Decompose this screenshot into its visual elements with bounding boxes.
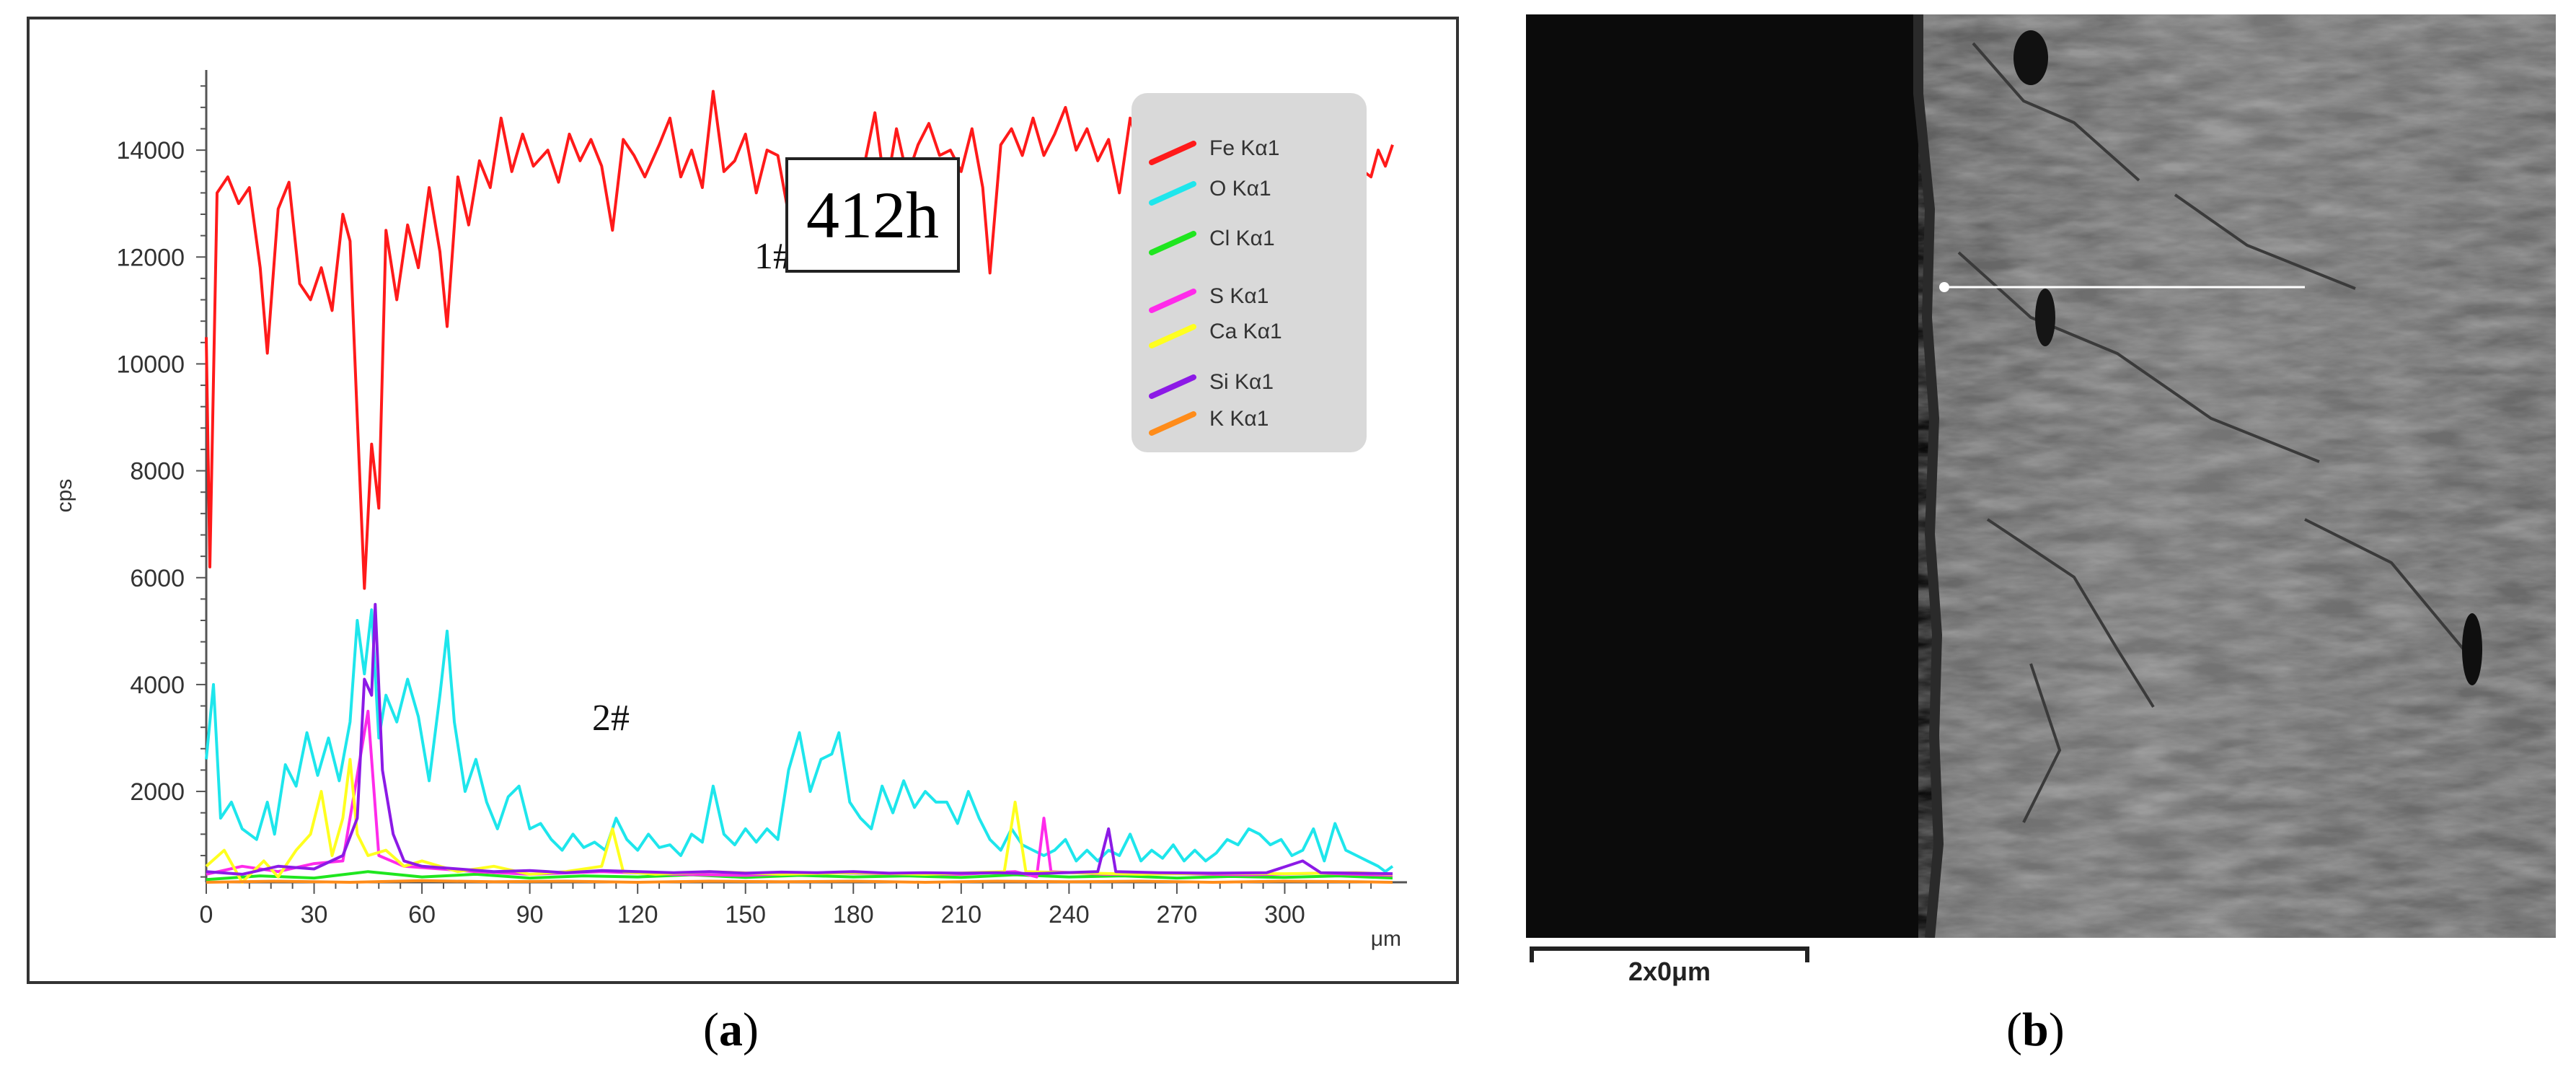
- legend-label-cl: Cl Kα1: [1209, 227, 1275, 250]
- sem-micrograph-panel: [1526, 14, 2556, 938]
- series-line-ca: [205, 757, 1393, 884]
- x-tick-label: 0: [200, 901, 213, 928]
- legend-swatch-k: [1149, 411, 1196, 436]
- scale-bar: 2x0μm: [1530, 946, 1809, 986]
- x-tick-label: 270: [1157, 901, 1198, 928]
- legend-label-ca: Ca Kα1: [1209, 320, 1282, 343]
- panel-a-caption: (a): [703, 1003, 759, 1056]
- y-tick-label: 2000: [130, 778, 185, 806]
- y-tick-label: 8000: [130, 458, 185, 486]
- series-line-si: [206, 602, 1393, 876]
- sem-pit: [2013, 30, 2048, 85]
- legend-swatch-ca: [1149, 324, 1196, 348]
- sem-interface-edge: [1913, 14, 1944, 938]
- sem-micrograph: [1526, 14, 2556, 938]
- time-label-box: 412h: [785, 157, 960, 273]
- time-label-leader-dot: [1939, 282, 1949, 292]
- legend-swatch-fe: [1149, 141, 1196, 165]
- chart-axes: 0 30 60 90 120 150 180 210 240 270 300 2000 4000 6000…: [53, 70, 1407, 951]
- x-tick-label: 60: [408, 901, 436, 928]
- y-tick-label: 12000: [116, 244, 185, 271]
- y-tick-label: 10000: [116, 351, 185, 378]
- scale-bar-label: 2x0μm: [1628, 957, 1711, 986]
- sem-pit: [2462, 613, 2482, 685]
- y-tick-label: 4000: [130, 672, 185, 699]
- y-tick-label: 6000: [130, 565, 185, 592]
- x-tick-label: 120: [617, 901, 658, 928]
- line-scan-chart-panel: 0 30 60 90 120 150 180 210 240 270 300 2000 4000 6000…: [27, 17, 1459, 984]
- series-line-k: [206, 879, 1393, 884]
- legend-swatch-si: [1149, 374, 1196, 399]
- legend-label-fe: Fe Kα1: [1209, 136, 1279, 160]
- legend-label-s: S Kα1: [1209, 284, 1269, 308]
- others-curve-label: 2#: [592, 698, 630, 739]
- scale-bar-line: [1530, 946, 1809, 951]
- x-tick-label: 300: [1264, 901, 1305, 928]
- legend-label-si: Si Kα1: [1209, 370, 1274, 394]
- chart-legend: Fe Kα1 O Kα1 Cl Kα1 S Kα1 Ca Kα1 Si Kα1 K Kα1: [1132, 93, 1367, 452]
- y-axis-title: cps: [53, 479, 76, 513]
- sem-cracks: [1957, 42, 2465, 823]
- y-tick-label: 14000: [116, 137, 185, 164]
- series-line-cl: [206, 870, 1393, 882]
- legend-swatch-cl: [1149, 231, 1196, 255]
- legend-swatch-o: [1149, 181, 1196, 206]
- scale-bar-right-tick: [1805, 946, 1809, 962]
- x-tick-label: 210: [940, 901, 982, 928]
- line-scan-chart: 0 30 60 90 120 150 180 210 240 270 300 2000 4000 6000…: [53, 70, 1407, 951]
- sem-pit: [2035, 289, 2055, 346]
- legend-swatch-s: [1149, 289, 1196, 313]
- x-tick-label: 90: [516, 901, 544, 928]
- panel-b-caption: (b): [2006, 1003, 2065, 1056]
- x-tick-label: 30: [301, 901, 328, 928]
- x-axis-title: μm: [1371, 927, 1401, 951]
- legend-label-k: K Kα1: [1209, 407, 1269, 431]
- sem-surface-texture: [1918, 14, 2556, 938]
- scale-bar-left-tick: [1530, 946, 1534, 962]
- x-tick-label: 240: [1049, 901, 1090, 928]
- legend-label-o: O Kα1: [1209, 177, 1271, 201]
- series-line-o: [205, 608, 1394, 874]
- x-tick-label: 150: [725, 901, 766, 928]
- x-tick-label: 180: [833, 901, 874, 928]
